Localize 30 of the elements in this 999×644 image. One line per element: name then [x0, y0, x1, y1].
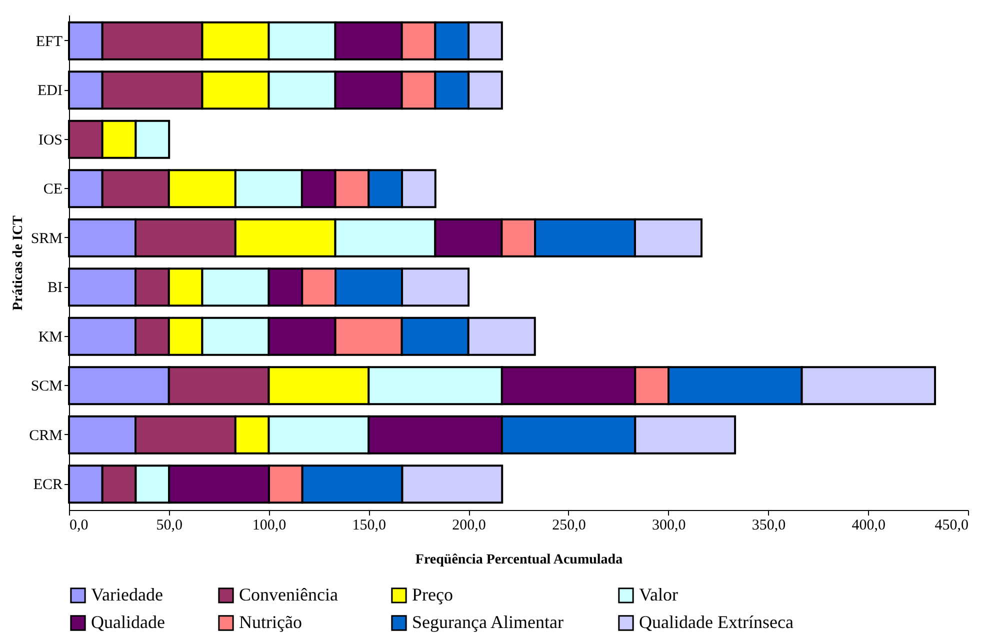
- y-tick-label: CRM: [29, 428, 62, 444]
- y-tick-label: SRM: [30, 230, 62, 247]
- x-tick-label: 100,0: [252, 518, 286, 534]
- y-tick-label: IOS: [38, 132, 62, 148]
- y-tick-label: SCM: [30, 378, 62, 395]
- y-tick-label: EDI: [38, 83, 62, 100]
- legend-label: Conveniência: [239, 584, 338, 604]
- x-tick-label: 200,0: [452, 518, 486, 534]
- y-tick-label: KM: [38, 329, 62, 346]
- y-tick-label: ECR: [33, 477, 62, 494]
- x-tick-label: 250,0: [552, 518, 586, 534]
- y-tick-label: BI: [48, 280, 63, 296]
- x-tick-label: 350,0: [752, 518, 786, 534]
- x-tick-label: 50,0: [156, 518, 183, 534]
- x-tick-label: 400,0: [852, 518, 886, 534]
- legend-label: Nutrição: [239, 612, 302, 632]
- legend-label: Preço: [412, 584, 453, 604]
- legend-label: Qualidade Extrínseca: [639, 612, 794, 632]
- y-tick-label: CE: [43, 182, 62, 198]
- legend-label: Segurança Alimentar: [412, 612, 564, 632]
- x-tick-label: 0,0: [70, 518, 88, 534]
- legend-label: Valor: [639, 584, 678, 604]
- y-tick-label: EFT: [36, 34, 62, 50]
- legend-label: Qualidade: [91, 612, 165, 632]
- y-axis-title: Práticas de ICT: [11, 214, 26, 310]
- x-axis-title: Freqüência Percentual Acumulada: [415, 552, 623, 568]
- x-tick-label: 450,0: [934, 518, 968, 534]
- x-tick-label: 150,0: [352, 518, 386, 534]
- x-tick-label: 300,0: [652, 518, 686, 534]
- legend-label: Variedade: [91, 584, 163, 604]
